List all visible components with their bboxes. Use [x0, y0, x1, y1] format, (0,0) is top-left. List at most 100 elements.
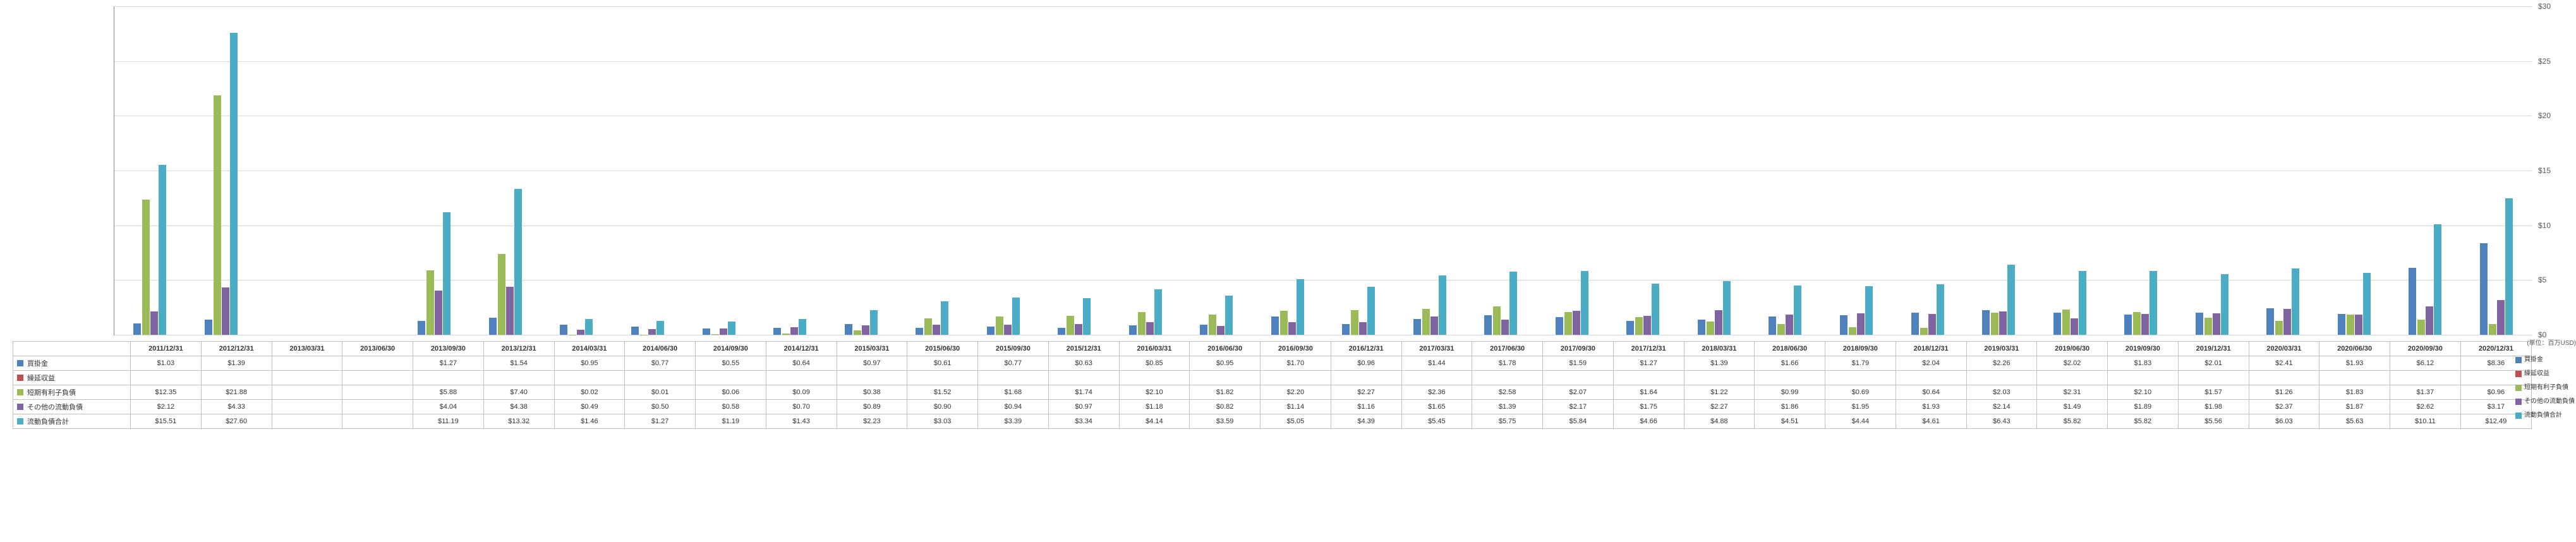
legend-item: 短期有利子負債: [2515, 382, 2575, 394]
data-cell: $1.87: [2319, 400, 2390, 414]
series-name: 買掛金: [27, 360, 48, 368]
data-cell: $2.04: [1896, 356, 1966, 371]
data-cell: $4.39: [1331, 414, 1401, 429]
period-header: 2017/06/30: [1472, 342, 1543, 356]
bar-ap: [2196, 313, 2203, 335]
period-header: 2013/12/31: [483, 342, 554, 356]
data-cell: [342, 356, 413, 371]
data-cell: $2.41: [2249, 356, 2319, 371]
data-cell: $1.27: [1613, 356, 1684, 371]
data-cell: $0.38: [837, 385, 907, 400]
data-cell: [1543, 371, 1614, 385]
chart-container: (単位：百万USD) $0$5$10$15$20$25$30 2011/12/3…: [0, 0, 2576, 542]
bar-ocl: [435, 291, 442, 335]
bar-ap: [631, 327, 639, 335]
data-cell: $2.31: [2037, 385, 2108, 400]
bar-tcl: [1865, 286, 1873, 335]
data-cell: [131, 371, 202, 385]
data-cell: $1.44: [1401, 356, 1472, 371]
bar-ap: [1982, 310, 1990, 335]
data-cell: $0.97: [1048, 400, 1119, 414]
period-header: 2015/12/31: [1048, 342, 1119, 356]
bar-group: [1963, 6, 2035, 335]
bar-std: [1138, 312, 1146, 335]
legend-item: その他の流動負債: [2515, 395, 2575, 408]
data-cell: $1.82: [1190, 385, 1261, 400]
bar-ocl: [2071, 318, 2078, 335]
bar-group: [257, 6, 328, 335]
legend-label: 買掛金: [2524, 354, 2543, 366]
data-cell: $5.45: [1401, 414, 1472, 429]
bar-ap: [1769, 316, 1776, 335]
period-header: 2020/03/31: [2249, 342, 2319, 356]
data-cell: [1613, 371, 1684, 385]
bar-ap: [1698, 320, 1705, 335]
bar-std: [1351, 310, 1358, 335]
bar-ap: [1058, 328, 1065, 335]
bar-tcl: [2079, 271, 2086, 335]
bar-ocl: [1857, 313, 1865, 335]
bar-tcl: [2292, 268, 2299, 335]
bar-ap: [1626, 321, 1634, 335]
bar-group: [1039, 6, 1110, 335]
bar-group: [1679, 6, 1750, 335]
bar-ap: [1840, 315, 1847, 335]
data-cell: [2319, 371, 2390, 385]
bar-ap: [418, 321, 425, 335]
bar-std: [1849, 327, 1856, 335]
bar-std: [1707, 322, 1714, 335]
data-cell: $5.05: [1261, 414, 1331, 429]
bar-std: [2133, 312, 2141, 335]
period-header: 2019/09/30: [2108, 342, 2179, 356]
table-header-row: 2011/12/312012/12/312013/03/312013/06/30…: [13, 342, 2532, 356]
bar-ocl: [2426, 306, 2433, 335]
data-cell: $1.95: [1825, 400, 1896, 414]
data-cell: [554, 371, 625, 385]
bar-tcl: [1439, 275, 1446, 335]
data-cell: [766, 371, 837, 385]
data-cell: $0.99: [1755, 385, 1825, 400]
data-cell: $1.57: [2178, 385, 2249, 400]
period-header: 2018/09/30: [1825, 342, 1896, 356]
data-cell: $0.95: [554, 356, 625, 371]
bar-ocl: [2141, 314, 2149, 335]
data-cell: [272, 356, 342, 371]
data-cell: $3.34: [1048, 414, 1119, 429]
data-cell: [837, 371, 907, 385]
bar-tcl: [2363, 273, 2371, 335]
legend-swatch: [2515, 399, 2522, 405]
bar-tcl: [1581, 271, 1588, 335]
bar-ocl: [150, 311, 158, 335]
legend-item: 流動負債合計: [2515, 409, 2575, 422]
data-cell: $0.89: [837, 400, 907, 414]
period-header: 2018/12/31: [1896, 342, 1966, 356]
bar-tcl: [1367, 287, 1375, 335]
data-cell: $1.68: [978, 385, 1049, 400]
data-cell: $0.82: [1190, 400, 1261, 414]
period-header: 2017/09/30: [1543, 342, 1614, 356]
bar-tcl: [443, 212, 450, 335]
data-cell: $1.89: [2108, 400, 2179, 414]
bar-group: [1110, 6, 1181, 335]
bar-tcl: [159, 165, 166, 335]
bar-ap: [2480, 243, 2488, 335]
series-name: 繰延収益: [27, 375, 55, 382]
bar-ocl: [1643, 316, 1651, 335]
bar-std: [2347, 315, 2354, 335]
data-cell: $0.77: [625, 356, 696, 371]
bar-std: [142, 200, 150, 335]
data-cell: $0.96: [1331, 356, 1401, 371]
bar-ocl: [2497, 300, 2505, 335]
bar-std: [1280, 311, 1288, 335]
data-cell: $2.10: [1119, 385, 1190, 400]
data-cell: $5.82: [2037, 414, 2108, 429]
data-cell: $2.01: [2178, 356, 2249, 371]
legend-swatch: [17, 418, 23, 425]
data-cell: $11.19: [413, 414, 484, 429]
bar-tcl: [2150, 271, 2157, 335]
data-cell: [413, 371, 484, 385]
data-cell: $1.54: [483, 356, 554, 371]
data-cell: $12.35: [131, 385, 202, 400]
bar-tcl: [1937, 284, 1944, 335]
data-cell: $1.39: [1472, 400, 1543, 414]
